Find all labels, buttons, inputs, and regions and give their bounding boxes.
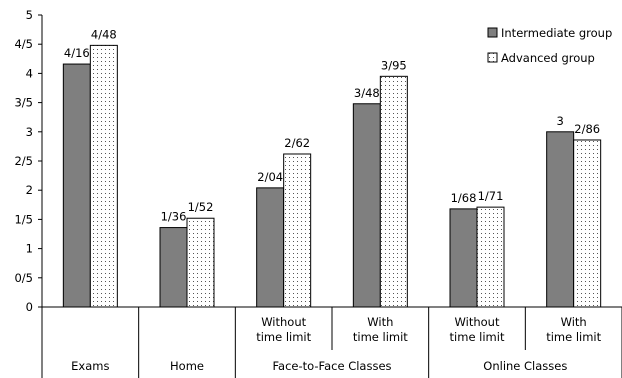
data-label: 1/52 — [188, 200, 214, 214]
y-tick-label: 1 — [26, 242, 33, 256]
bar-advanced — [89, 44, 118, 308]
data-label: 4/16 — [64, 46, 90, 60]
sub-category-label: With — [367, 315, 393, 329]
y-tick-label: 4/5 — [14, 37, 33, 51]
data-label: 2/04 — [257, 170, 283, 184]
bar-advanced — [283, 153, 312, 308]
bar-intermediate — [62, 63, 91, 308]
data-label: 3/48 — [354, 86, 380, 100]
data-label: 3 — [557, 114, 564, 128]
group-category-label: Online Classes — [483, 359, 567, 373]
legend-label: Intermediate group — [501, 26, 612, 40]
sub-category-label: time limit — [256, 330, 311, 344]
y-tick-label: 1/5 — [14, 212, 33, 226]
group-category-label: Home — [170, 359, 204, 373]
bar-advanced — [186, 217, 215, 308]
sub-category-label: Without — [261, 315, 306, 329]
legend-swatch — [487, 52, 498, 63]
y-tick-label: 2 — [26, 183, 33, 197]
sub-category-label: time limit — [546, 330, 601, 344]
bar-intermediate — [546, 131, 575, 308]
bar-advanced — [379, 75, 408, 308]
sub-category-label: With — [561, 315, 587, 329]
y-tick-label: 3 — [26, 125, 33, 139]
y-tick-label: 4 — [26, 66, 33, 80]
group-category-label: Face-to-Face Classes — [272, 359, 391, 373]
data-label: 2/86 — [574, 122, 600, 136]
data-label: 4/48 — [91, 27, 117, 41]
data-label: 1/68 — [451, 191, 477, 205]
y-tick-label: 0 — [26, 300, 33, 314]
bar-advanced — [573, 139, 602, 308]
sub-category-label: time limit — [450, 330, 505, 344]
y-tick-label: 5 — [26, 8, 33, 22]
y-tick-label: 2/5 — [14, 154, 33, 168]
legend-label: Advanced group — [501, 51, 595, 65]
legend-swatch — [487, 27, 498, 38]
sub-category-label: Without — [455, 315, 500, 329]
data-labels: 4/16 1/36 2/04 3/48 1/68 3 4/48 1/52 2/62 3/95 1/7… — [64, 27, 600, 223]
bar-intermediate — [449, 208, 478, 308]
y-tick-label: 0/5 — [14, 271, 33, 285]
data-label: 1/71 — [478, 189, 504, 203]
legend: Intermediate group Advanced group — [487, 26, 612, 65]
bar-advanced — [476, 206, 505, 308]
data-label: 1/36 — [161, 210, 187, 224]
bars — [62, 44, 602, 308]
group-category-label: Exams — [71, 359, 109, 373]
data-label: 2/62 — [284, 136, 310, 150]
y-tick-label: 3/5 — [14, 96, 33, 110]
bar-intermediate — [256, 187, 285, 308]
data-label: 3/95 — [381, 58, 407, 72]
bar-intermediate — [159, 227, 188, 308]
sub-category-label: time limit — [353, 330, 408, 344]
bar-intermediate — [352, 103, 381, 308]
